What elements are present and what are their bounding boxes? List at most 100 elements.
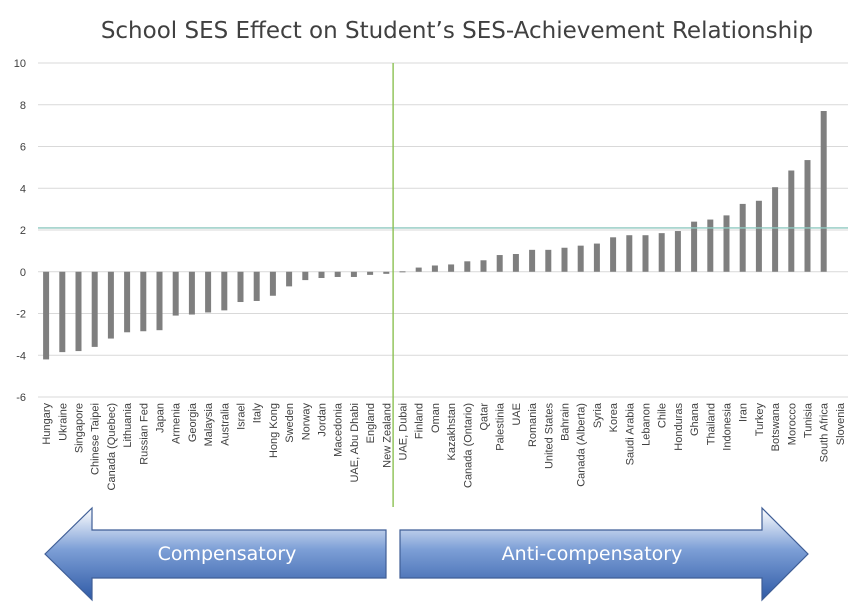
bar (626, 235, 633, 272)
bar (107, 271, 114, 339)
right-arrow-shape (399, 506, 809, 602)
x-tick-label: Japan (155, 403, 167, 433)
x-tick-label: Ukraine (57, 403, 69, 441)
bar (205, 271, 212, 313)
bar (399, 271, 406, 273)
x-tick-label: Lithuania (122, 402, 134, 448)
bar (804, 160, 811, 272)
bar (529, 249, 536, 272)
x-tick-label: Lebanon (641, 403, 653, 446)
bar (448, 264, 455, 272)
bar (350, 271, 357, 277)
x-tick-label: Macedonia (333, 402, 345, 457)
bar (431, 265, 438, 272)
x-tick-label: Qatar (479, 403, 491, 431)
bar (237, 271, 244, 303)
x-tick-label: Ghana (689, 402, 701, 436)
bar (188, 271, 195, 315)
bar (156, 271, 163, 331)
bar (367, 271, 374, 275)
x-tick-label: Sweden (284, 403, 296, 443)
x-tick-label: Russian Fed (138, 403, 150, 465)
x-tick-label: South Africa (819, 402, 831, 462)
bar (286, 271, 293, 287)
chart-title: School SES Effect on Student’s SES-Achie… (101, 18, 813, 44)
y-tick-label: 10 (14, 58, 26, 70)
x-tick-label: Tunisia (803, 402, 815, 438)
bar (658, 233, 665, 272)
y-tick-label: 2 (20, 225, 26, 237)
x-tick-label: Chinese Taipei (90, 403, 102, 475)
x-tick-label: Honduras (673, 403, 685, 451)
x-tick-label: Singapore (74, 403, 86, 453)
bar (593, 243, 600, 272)
x-tick-label: Morocco (786, 403, 798, 445)
bar (140, 271, 147, 332)
y-tick-label: -4 (16, 350, 26, 362)
x-tick-label: UAE (511, 403, 523, 426)
x-tick-label: Canada (Alberta) (576, 403, 588, 487)
bar (545, 249, 552, 272)
bar (172, 271, 179, 316)
bar (788, 170, 795, 272)
x-axis-labels: Hungary Ukraine Singapore Chinese Taipei Can… (41, 402, 847, 490)
x-tick-label: Iran (738, 403, 750, 422)
bar (269, 271, 276, 296)
bar (124, 271, 131, 333)
x-tick-label: England (365, 403, 377, 443)
x-tick-label: Saudi Arabia (624, 402, 636, 465)
y-axis-ticks: 10 8 6 4 2 0 -2 -4 -6 (14, 58, 26, 404)
x-tick-label: Korea (608, 402, 620, 432)
y-tick-label: 0 (20, 267, 26, 279)
compensatory-arrow: Compensatory (44, 506, 387, 602)
x-tick-label: Bahrain (560, 403, 572, 441)
bar (480, 260, 487, 272)
x-tick-label: Palestinia (495, 402, 507, 451)
x-tick-label: Syria (592, 402, 604, 428)
anti-compensatory-label: Anti-compensatory (502, 543, 683, 565)
x-tick-label: UAE, Dubai (398, 403, 410, 460)
bar (383, 271, 390, 274)
x-tick-label: Australia (219, 402, 231, 446)
bar (415, 267, 422, 272)
bar (642, 235, 649, 272)
bar (674, 231, 681, 272)
x-tick-label: Italy (252, 403, 264, 424)
bar (59, 271, 66, 353)
y-tick-label: -2 (16, 309, 26, 321)
bar (302, 271, 309, 281)
x-tick-label: Israel (236, 403, 248, 430)
compensatory-label: Compensatory (158, 543, 297, 565)
y-tick-label: 4 (20, 183, 26, 195)
y-tick-label: 6 (20, 142, 26, 154)
x-tick-label: Oman (430, 403, 442, 433)
bar (221, 271, 228, 311)
x-tick-label: Indonesia (722, 402, 734, 451)
y-tick-label: 8 (20, 100, 26, 112)
bar (318, 271, 325, 279)
bar (820, 111, 827, 272)
bar (43, 271, 50, 360)
bar (91, 271, 98, 347)
x-tick-label: Hungary (41, 403, 53, 445)
x-tick-label: Canada (Quebec) (106, 403, 118, 490)
bars (43, 111, 827, 360)
left-arrow-shape (44, 506, 387, 602)
bar (464, 261, 471, 272)
x-tick-label: Armenia (171, 402, 183, 444)
x-tick-label: Thailand (705, 403, 717, 445)
x-tick-label: Hong Kong (268, 403, 280, 458)
x-tick-label: Malaysia (203, 402, 215, 446)
bar (253, 271, 260, 301)
x-tick-label: Finland (414, 403, 426, 439)
x-tick-label: UAE, Abu Dhabi (349, 403, 361, 483)
x-tick-label: Turkey (754, 403, 766, 437)
x-tick-label: Chile (657, 403, 669, 428)
bar (707, 219, 714, 272)
anti-compensatory-arrow: Anti-compensatory (399, 506, 809, 602)
bar (577, 245, 584, 272)
bar (723, 215, 730, 272)
x-tick-label: Botswana (770, 402, 782, 451)
bar (512, 254, 519, 272)
